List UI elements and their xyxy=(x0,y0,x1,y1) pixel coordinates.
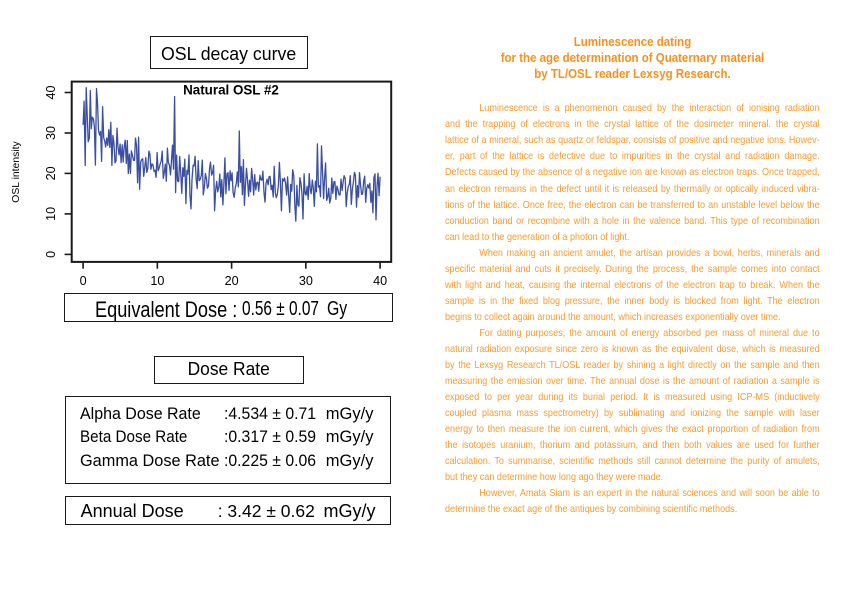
svg-text:20: 20 xyxy=(225,274,239,288)
svg-text:40: 40 xyxy=(44,85,58,99)
svg-text:Natural OSL #2: Natural OSL #2 xyxy=(183,83,279,98)
svg-text:0: 0 xyxy=(44,251,58,258)
svg-text:30: 30 xyxy=(299,274,313,288)
svg-text:40: 40 xyxy=(373,274,387,288)
svg-text:30: 30 xyxy=(44,126,58,140)
svg-text:10: 10 xyxy=(150,274,164,288)
svg-text:0: 0 xyxy=(80,274,87,288)
svg-text:OSL intensity: OSL intensity xyxy=(11,140,22,202)
svg-text:10: 10 xyxy=(44,207,58,221)
svg-text:20: 20 xyxy=(44,166,58,180)
